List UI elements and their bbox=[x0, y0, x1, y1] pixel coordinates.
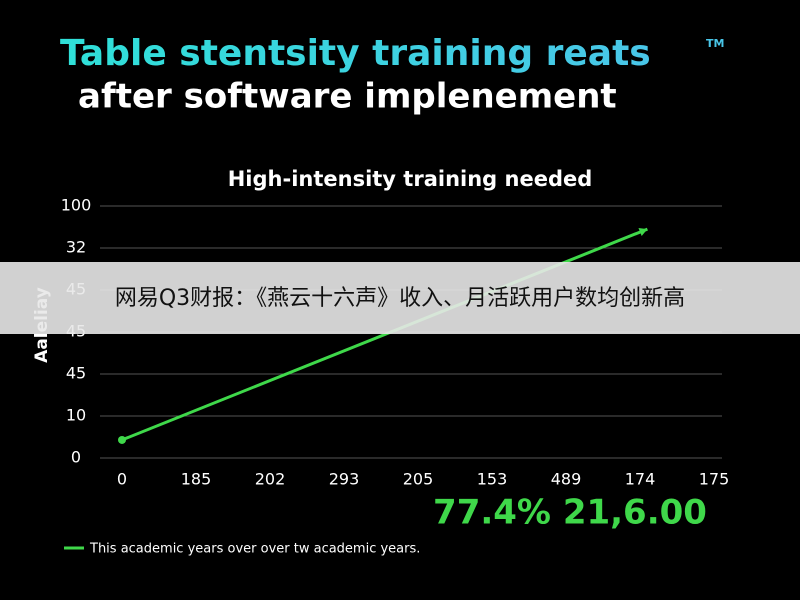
news-banner-text[interactable]: 网易Q3财报：《燕云十六声》收入、月活跃用户数均创新高 bbox=[115, 286, 685, 311]
news-banner[interactable] bbox=[0, 262, 800, 334]
x-tick-label: 175 bbox=[699, 470, 730, 489]
x-tick-label: 153 bbox=[477, 470, 508, 489]
chart-title-line2: after software implenement bbox=[78, 77, 617, 117]
y-tick-label: 0 bbox=[71, 448, 81, 467]
x-tick-label: 489 bbox=[551, 470, 582, 489]
line-start bbox=[118, 435, 126, 444]
y-tick-label: 32 bbox=[66, 238, 86, 257]
highlight-value: 77.4% 21,6.00 bbox=[433, 493, 707, 533]
x-tick-label: 205 bbox=[403, 470, 434, 489]
legend-label: This academic years over over tw academi… bbox=[89, 542, 420, 557]
chart-subtitle: High-intensity training needed bbox=[228, 167, 593, 191]
x-tick-label: 0 bbox=[117, 470, 127, 489]
y-tick-label: 10 bbox=[66, 406, 86, 425]
chart-title: Table stentsity training reats bbox=[60, 33, 651, 74]
x-tick-label: 185 bbox=[181, 470, 212, 489]
y-tick-label: 45 bbox=[66, 364, 86, 383]
arrow-head bbox=[638, 228, 648, 237]
x-tick-label: 174 bbox=[625, 470, 656, 489]
y-tick-label: 100 bbox=[61, 196, 92, 215]
title-mark: TM bbox=[706, 37, 724, 50]
x-tick-label: 202 bbox=[255, 470, 286, 489]
x-tick-label: 293 bbox=[329, 470, 360, 489]
